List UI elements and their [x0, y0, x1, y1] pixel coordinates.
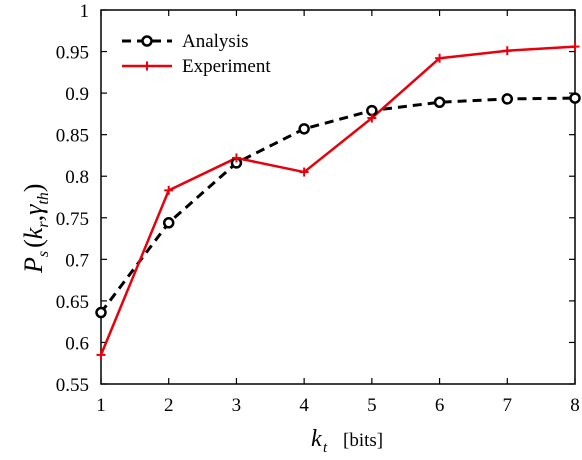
x-axis-title: k t [bits] — [311, 426, 383, 456]
legend-marker-experiment — [142, 61, 152, 71]
y-axis-comma: , — [19, 215, 48, 222]
data-point-experiment — [367, 113, 377, 123]
y-tick-label: 0.9 — [65, 84, 89, 105]
data-point-experiment — [570, 42, 580, 52]
y-tick-label: 0.65 — [56, 292, 89, 313]
x-axis-variable-subscript: t — [323, 440, 328, 456]
plot-area — [100, 9, 576, 385]
y-tick-label: 0.95 — [56, 43, 89, 64]
svg-text:Ps(kr,γth): Ps (kr,γth) — [19, 184, 52, 274]
data-point-analysis — [298, 123, 310, 135]
x-axis-unit: [bits] — [343, 430, 383, 451]
data-point-analysis — [95, 306, 107, 319]
data-point-experiment — [231, 153, 241, 163]
y-axis-gamma: γ — [19, 204, 48, 215]
x-tick-label: 1 — [96, 395, 106, 416]
y-tick-label: 0.6 — [65, 333, 89, 354]
y-axis-close-paren: ) — [19, 184, 48, 193]
legend: Analysis Experiment — [122, 31, 271, 77]
x-tick-label: 5 — [367, 395, 377, 416]
data-point-experiment — [299, 167, 309, 177]
y-tick-label: 0.7 — [65, 250, 89, 271]
x-tick-label: 7 — [503, 395, 513, 416]
y-axis-k-subscript: r — [35, 221, 52, 228]
x-axis-variable: k — [311, 426, 322, 452]
y-axis-title: Ps (kr,γth) — [19, 184, 52, 274]
y-axis-gamma-subscript: th — [35, 192, 52, 204]
series-line-experiment — [99, 45, 576, 356]
data-point-analysis — [501, 93, 514, 105]
series-layer — [95, 42, 581, 360]
data-point-analysis — [569, 92, 581, 104]
x-tick-label: 3 — [232, 395, 242, 416]
y-tick-label: 0.85 — [56, 126, 89, 147]
y-tick-label: 0.55 — [56, 375, 89, 396]
y-axis-k: k — [19, 227, 48, 239]
x-tick-label: 8 — [570, 395, 580, 416]
y-tick-label: 0.75 — [56, 209, 89, 230]
data-point-experiment — [502, 46, 512, 56]
data-point-analysis — [433, 96, 446, 109]
x-tick-label: 6 — [435, 395, 445, 416]
legend-label-analysis: Analysis — [182, 31, 249, 52]
y-axis-p-subscript: s — [35, 251, 52, 257]
legend-marker-analysis — [141, 35, 153, 47]
x-tick-label: 4 — [299, 395, 309, 416]
y-tick-label: 1 — [80, 1, 90, 22]
x-tick-label: 2 — [164, 395, 174, 416]
data-point-experiment — [435, 53, 445, 63]
legend-label-experiment: Experiment — [182, 56, 271, 77]
data-point-analysis — [162, 217, 175, 229]
y-axis-open-paren: ( — [19, 239, 48, 248]
axis-ticks: 1 2 3 4 5 6 7 8 0.55 0.6 0.65 0.7 0.75 0.8 0.85 0.9 0.95… — [56, 1, 580, 416]
data-point-experiment — [164, 185, 174, 195]
data-point-experiment — [96, 350, 106, 360]
series-line-analysis — [99, 96, 576, 314]
y-tick-label: 0.8 — [65, 167, 89, 188]
y-axis-p: P — [19, 257, 48, 274]
